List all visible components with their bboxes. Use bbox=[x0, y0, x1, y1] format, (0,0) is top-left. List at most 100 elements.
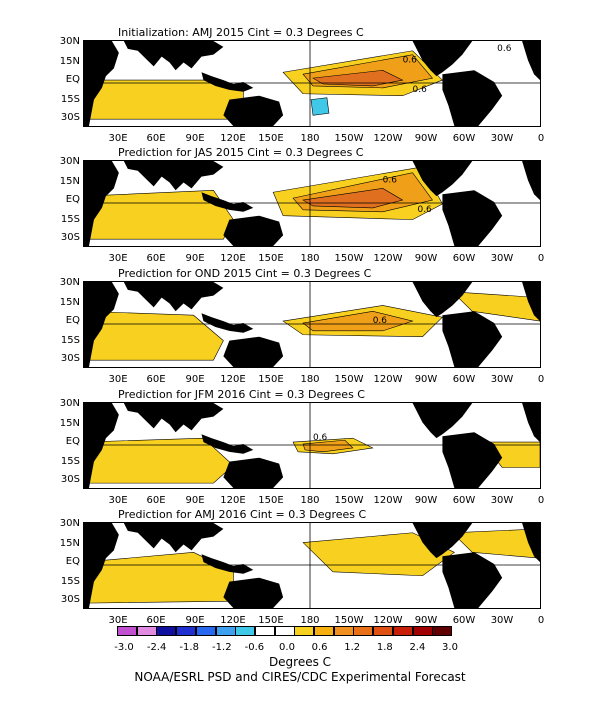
longitude-label: 0 bbox=[537, 253, 545, 264]
longitude-label: 30E bbox=[108, 374, 128, 385]
sst-anomaly-map bbox=[83, 522, 541, 609]
longitude-label: 0 bbox=[537, 615, 545, 626]
longitude-label: 30E bbox=[108, 133, 128, 144]
contour-label: 0.6 bbox=[383, 176, 398, 186]
contour-label: 0.6 bbox=[497, 44, 512, 54]
latitude-label: EQ bbox=[65, 556, 80, 567]
land-mass bbox=[442, 190, 503, 246]
contour-label: 0.6 bbox=[413, 85, 428, 95]
panel-title: Prediction for JAS 2015 Cint = 0.3 Degre… bbox=[118, 146, 364, 159]
colorbar-swatch bbox=[215, 626, 236, 636]
latitude-label: 15N bbox=[59, 176, 80, 187]
latitude-label: EQ bbox=[65, 74, 80, 85]
colorbar-swatch bbox=[314, 626, 335, 636]
longitude-label: 150E bbox=[258, 495, 284, 506]
longitude-label: 90E bbox=[185, 615, 205, 626]
latitude-label: 30N bbox=[59, 398, 80, 409]
land-mass bbox=[84, 161, 119, 246]
land-mass bbox=[522, 41, 540, 81]
latitude-label: 30S bbox=[60, 474, 80, 485]
longitude-label: 180 bbox=[300, 374, 320, 385]
longitude-label: 60W bbox=[452, 253, 476, 264]
land-mass bbox=[123, 523, 224, 553]
land-mass bbox=[522, 161, 540, 201]
longitude-label: 120W bbox=[373, 374, 403, 385]
anomaly-region bbox=[84, 437, 234, 484]
colorbar-tick-label: 2.4 bbox=[409, 642, 426, 653]
longitude-label: 60E bbox=[146, 374, 166, 385]
latitude-label: 15S bbox=[60, 576, 80, 587]
latitude-label: 15S bbox=[60, 94, 80, 105]
anomaly-region bbox=[310, 97, 330, 116]
land-mass bbox=[442, 432, 503, 488]
land-mass bbox=[522, 282, 540, 322]
latitude-label: 30S bbox=[60, 112, 80, 123]
colorbar-tick-label: 0.6 bbox=[311, 642, 328, 653]
latitude-label: 15N bbox=[59, 538, 80, 549]
land-mass bbox=[223, 215, 284, 246]
colorbar-swatch bbox=[333, 626, 354, 636]
latitude-label: 15S bbox=[60, 214, 80, 225]
colorbar-swatch bbox=[235, 626, 256, 636]
longitude-label: 90W bbox=[414, 133, 438, 144]
land-mass bbox=[442, 311, 503, 367]
anomaly-region bbox=[451, 291, 540, 322]
longitude-label: 120W bbox=[373, 133, 403, 144]
land-mass bbox=[223, 577, 284, 608]
latitude-label: 15S bbox=[60, 456, 80, 467]
longitude-label: 90E bbox=[185, 374, 205, 385]
longitude-label: 30W bbox=[490, 495, 514, 506]
colorbar-swatch bbox=[392, 626, 413, 636]
land-mass bbox=[84, 403, 119, 488]
longitude-label: 150E bbox=[258, 615, 284, 626]
longitude-label: 60W bbox=[452, 133, 476, 144]
latitude-label: 30N bbox=[59, 277, 80, 288]
anomaly-region bbox=[84, 311, 224, 361]
land-mass bbox=[442, 552, 503, 608]
longitude-label: 150W bbox=[334, 133, 364, 144]
sst-anomaly-map: 0.6 bbox=[83, 281, 541, 368]
colorbar-tick-label: -0.6 bbox=[244, 642, 265, 653]
colorbar-swatch bbox=[195, 626, 216, 636]
longitude-label: 120E bbox=[220, 374, 246, 385]
anomaly-region bbox=[302, 311, 414, 332]
colorbar-tick-label: -2.4 bbox=[146, 642, 167, 653]
longitude-label: 0 bbox=[537, 133, 545, 144]
longitude-label: 60E bbox=[146, 495, 166, 506]
longitude-label: 30W bbox=[490, 615, 514, 626]
land-mass bbox=[123, 282, 224, 312]
latitude-label: 30S bbox=[60, 232, 80, 243]
longitude-label: 60W bbox=[452, 374, 476, 385]
colorbar-swatch bbox=[294, 626, 315, 636]
longitude-label: 180 bbox=[300, 133, 320, 144]
latitude-label: EQ bbox=[65, 315, 80, 326]
colorbar-tick-label: 0.0 bbox=[279, 642, 295, 653]
contour-label: 0.6 bbox=[403, 56, 418, 66]
longitude-label: 150W bbox=[334, 495, 364, 506]
longitude-label: 30W bbox=[490, 374, 514, 385]
land-mass bbox=[412, 403, 473, 439]
colorbar-swatch bbox=[136, 626, 157, 636]
anomaly-region bbox=[451, 528, 540, 559]
anomaly-region bbox=[302, 439, 354, 453]
longitude-label: 0 bbox=[537, 495, 545, 506]
colorbar-swatch bbox=[274, 626, 295, 636]
longitude-label: 30E bbox=[108, 253, 128, 264]
land-mass bbox=[412, 161, 473, 197]
longitude-label: 120E bbox=[220, 615, 246, 626]
longitude-label: 180 bbox=[300, 615, 320, 626]
longitude-label: 30E bbox=[108, 615, 128, 626]
longitude-label: 60W bbox=[452, 615, 476, 626]
longitude-label: 60E bbox=[146, 133, 166, 144]
longitude-label: 150W bbox=[334, 253, 364, 264]
colorbar-swatch bbox=[117, 626, 137, 636]
sst-anomaly-map: 0.6 0.6 0.6 bbox=[83, 40, 541, 127]
longitude-label: 120E bbox=[220, 253, 246, 264]
longitude-label: 150W bbox=[334, 615, 364, 626]
colorbar-swatch bbox=[432, 626, 453, 636]
land-mass bbox=[84, 282, 119, 367]
land-mass bbox=[412, 523, 473, 559]
land-mass bbox=[123, 403, 224, 433]
longitude-label: 0 bbox=[537, 374, 545, 385]
longitude-label: 30W bbox=[490, 133, 514, 144]
